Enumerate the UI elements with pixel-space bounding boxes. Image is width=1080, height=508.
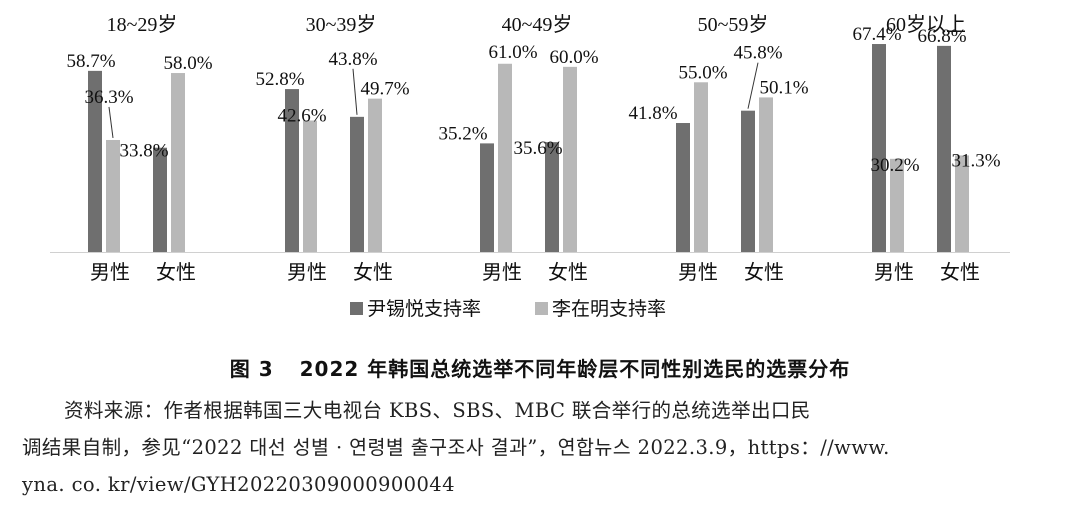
data-label: 35.6% [513, 138, 562, 159]
data-label: 33.8% [119, 141, 168, 162]
tick-label: 男性 [287, 261, 327, 284]
figure-title: 2022 年韩国总统选举不同年龄层不同性别选民的选票分布 [299, 357, 851, 381]
bar [480, 143, 494, 252]
legend-swatch [535, 302, 548, 315]
bar [694, 82, 708, 253]
bar [350, 116, 364, 253]
figure-caption: 图 3 2022 年韩国总统选举不同年龄层不同性别选民的选票分布 [0, 353, 1080, 382]
bar [88, 70, 102, 253]
tick-label: 女性 [744, 261, 784, 284]
tick-label: 女性 [156, 261, 196, 284]
data-label: 35.2% [438, 123, 487, 144]
data-label: 41.8% [628, 103, 677, 124]
tick-label: 男性 [874, 261, 914, 284]
tick-label: 女性 [548, 261, 588, 284]
data-label: 30.2% [870, 155, 919, 176]
label-leader-line [108, 106, 114, 139]
group-title: 18~29岁 [107, 13, 178, 36]
data-label: 36.3% [84, 87, 133, 108]
figure-number: 图 3 [229, 357, 274, 381]
bar [676, 123, 690, 252]
legend-label: 尹锡悦支持率 [367, 298, 481, 320]
source-line-3: yna. co. kr/view/GYH20220309000900044 [22, 473, 455, 496]
legend-swatch [350, 302, 363, 315]
bar [171, 73, 185, 253]
label-leader-line [352, 68, 358, 115]
tick-label: 女性 [353, 261, 393, 284]
data-label: 45.8% [733, 43, 782, 64]
bar [741, 110, 755, 252]
bar [890, 158, 904, 252]
bar [153, 147, 167, 252]
data-label: 58.7% [66, 51, 115, 72]
data-label: 50.1% [759, 77, 808, 98]
bar [498, 63, 512, 253]
bar [285, 89, 299, 253]
bar-chart: 18~29岁 58.7% 36.3% 男性 33.8% 58.0% 女性 30~39岁 52.8… [50, 13, 1010, 320]
legend-label: 李在明支持率 [552, 298, 666, 320]
data-label: 43.8% [328, 49, 377, 70]
bar [368, 98, 382, 252]
source-line-1: 资料来源：作者根据韩国三大电视台 KBS、SBS、MBC 联合举行的总统选举出口… [64, 399, 811, 422]
group-title: 30~39岁 [306, 13, 377, 36]
data-label: 67.4% [852, 24, 901, 45]
tick-label: 男性 [482, 261, 522, 284]
bar [937, 45, 951, 253]
bar [872, 44, 886, 252]
tick-label: 男性 [90, 261, 130, 284]
group-title: 50~59岁 [698, 13, 769, 36]
data-label: 61.0% [488, 42, 537, 63]
bar [563, 66, 577, 252]
data-label: 60.0% [549, 47, 598, 68]
data-label: 49.7% [360, 79, 409, 100]
data-label: 42.6% [277, 106, 326, 127]
source-line-2: 调结果自制，参见“2022 대선 성별 · 연령별 출구조사 결과”，연합뉴스 … [22, 436, 890, 459]
tick-label: 女性 [940, 261, 980, 284]
bar [955, 155, 969, 252]
bar [545, 142, 559, 252]
bar [106, 139, 120, 252]
data-label: 55.0% [678, 62, 727, 83]
source-note: 资料来源：作者根据韩国三大电视台 KBS、SBS、MBC 联合举行的总统选举出口… [22, 392, 1062, 503]
group-title: 40~49岁 [502, 13, 573, 36]
data-label: 31.3% [951, 150, 1000, 171]
data-label: 66.8% [917, 26, 966, 47]
data-label: 58.0% [163, 53, 212, 74]
bar [759, 97, 773, 252]
bar [303, 120, 317, 252]
data-label: 52.8% [255, 69, 304, 90]
group-title: 60岁以上 [886, 13, 966, 36]
tick-label: 男性 [678, 261, 718, 284]
label-leader-line [747, 62, 759, 109]
